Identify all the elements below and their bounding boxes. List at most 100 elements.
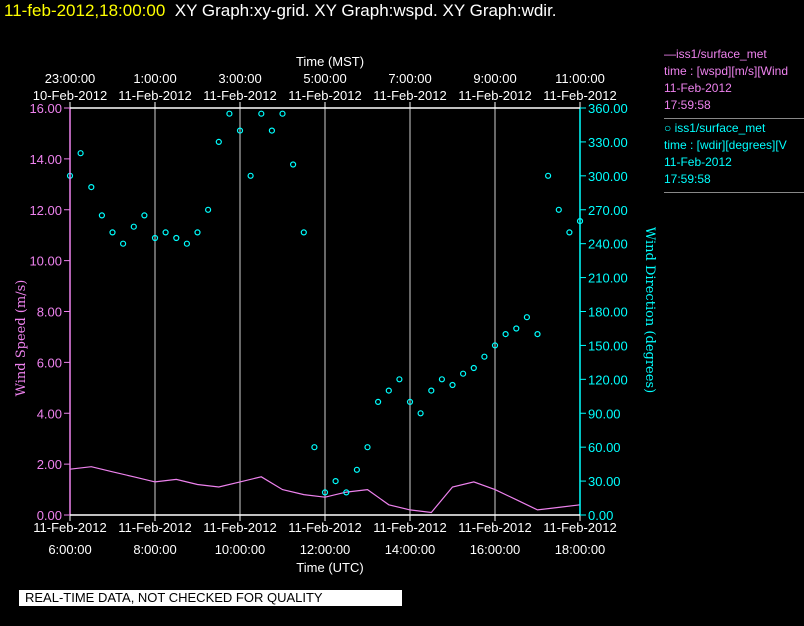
x-top-tick-time: 1:00:00: [133, 71, 176, 86]
wind-direction-point: [141, 212, 148, 219]
y-left-tick-label: 4.00: [37, 406, 62, 421]
x-bottom-axis-label: Time (UTC): [296, 560, 363, 575]
legend-series-time: 17:59:58: [664, 172, 711, 186]
x-top-tick-date: 11-Feb-2012: [288, 88, 361, 103]
y-left-tick-label: 10.00: [29, 254, 62, 269]
wind-direction-point: [544, 172, 552, 179]
wind-direction-point: [555, 206, 562, 213]
wind-direction-point: [481, 353, 488, 360]
wind-direction-point: [258, 110, 265, 117]
legend-series-name: ○ iss1/surface_met: [664, 121, 766, 135]
wind-direction-point: [321, 489, 329, 496]
x-bottom-tick-date: 11-Feb-2012: [288, 520, 361, 535]
y-left-tick-label: 0.00: [37, 508, 62, 523]
y-right-tick-label: 0.00: [588, 508, 613, 523]
x-bottom-tick-date: 11-Feb-2012: [118, 520, 191, 535]
x-bottom-tick-date: 11-Feb-2012: [543, 520, 616, 535]
wind-direction-point: [119, 240, 127, 247]
y-right-tick-label: 240.00: [588, 237, 628, 252]
x-top-tick-date: 11-Feb-2012: [118, 88, 191, 103]
quality-notice: REAL-TIME DATA, NOT CHECKED FOR QUALITY: [19, 590, 402, 606]
x-bottom-tick-date: 11-Feb-2012: [373, 520, 446, 535]
wind-direction-point: [162, 229, 169, 236]
wind-direction-point: [385, 387, 392, 394]
x-bottom-tick-date: 11-Feb-2012: [458, 520, 531, 535]
wind-direction-point: [534, 331, 541, 338]
wind-direction-point: [109, 229, 116, 236]
wind-direction-point: [396, 376, 403, 383]
y-left-tick-label: 6.00: [37, 355, 62, 370]
y-right-tick-label: 90.00: [588, 406, 621, 421]
y-right-tick-label: 180.00: [588, 305, 628, 320]
wind-direction-point: [428, 387, 435, 394]
wind-direction-point: [566, 229, 573, 236]
x-bottom-tick-date: 11-Feb-2012: [203, 520, 276, 535]
header-timestamp: 11-feb-2012,18:00:00: [4, 1, 166, 20]
x-bottom-tick-time: 10:00:00: [215, 542, 266, 557]
wind-direction-point: [236, 127, 244, 134]
wind-direction-point: [449, 381, 456, 389]
wind-direction-point: [205, 206, 212, 213]
y-left-tick-label: 2.00: [37, 457, 62, 472]
x-top-tick-time: 11:00:00: [555, 71, 605, 86]
x-top-tick-date: 11-Feb-2012: [373, 88, 446, 103]
wind-direction-point: [268, 127, 275, 134]
x-bottom-tick-time: 8:00:00: [133, 542, 176, 557]
graph-header: 11-feb-2012,18:00:00 XY Graph:xy-grid. X…: [4, 1, 557, 21]
legend-series-field: time : [wspd][m/s][Wind: [664, 64, 789, 78]
y-right-tick-label: 120.00: [588, 372, 628, 387]
legend: —iss1/surface_met time : [wspd][m/s][Win…: [664, 46, 804, 196]
x-top-tick-date: 10-Feb-2012: [33, 88, 107, 103]
wind-direction-point: [88, 184, 95, 191]
y-left-axis-label: Wind Speed (m/s): [14, 280, 29, 397]
y-left-tick-label: 12.00: [29, 203, 62, 218]
legend-entry-wind-direction: ○ iss1/surface_met time : [wdir][degrees…: [664, 120, 804, 193]
wind-direction-point: [332, 478, 339, 485]
wind-direction-point: [311, 444, 318, 451]
legend-entry-wind-speed: —iss1/surface_met time : [wspd][m/s][Win…: [664, 46, 804, 119]
y-right-tick-label: 210.00: [588, 271, 628, 286]
wind-direction-point: [98, 212, 106, 219]
wind-direction-point: [343, 489, 350, 496]
wind-direction-point: [375, 398, 382, 405]
wind-direction-point: [513, 325, 520, 332]
wind-direction-point: [194, 229, 201, 236]
y-left-tick-label: 8.00: [37, 305, 62, 320]
grid-lines: [154, 108, 496, 515]
axes: 11-Feb-2012 6:00:00 11-Feb-2012 8:00:00 11-F…: [29, 71, 627, 557]
wind-direction-point: [438, 376, 445, 383]
wind-direction-point: [215, 138, 222, 145]
y-right-tick-label: 270.00: [588, 203, 628, 218]
y-right-tick-label: 150.00: [588, 338, 628, 353]
wind-direction-point: [523, 314, 531, 321]
wind-direction-point: [226, 110, 233, 117]
wind-speed-series: [69, 466, 581, 514]
wind-direction-point: [491, 342, 499, 349]
y-right-tick-label: 60.00: [588, 440, 621, 455]
x-bottom-tick-time: 14:00:00: [385, 542, 436, 557]
wind-direction-point: [502, 331, 509, 338]
header-graph-titles: XY Graph:xy-grid. XY Graph:wspd. XY Grap…: [174, 1, 557, 20]
x-bottom-tick-time: 12:00:00: [300, 542, 351, 557]
wind-direction-point: [470, 364, 477, 372]
wind-direction-point: [173, 234, 180, 242]
x-top-tick-date: 11-Feb-2012: [543, 88, 616, 103]
legend-series-date: 11-Feb-2012: [664, 155, 732, 169]
y-left-tick-label: 16.00: [29, 101, 62, 116]
wind-direction-point: [130, 223, 137, 230]
y-right-tick-label: 330.00: [588, 135, 628, 150]
wind-direction-point: [406, 398, 414, 405]
wind-direction-point: [417, 410, 424, 417]
x-bottom-tick-time: 18:00:00: [555, 542, 606, 557]
x-bottom-tick-time: 16:00:00: [470, 542, 521, 557]
wind-direction-point: [300, 229, 307, 236]
x-top-axis-label: Time (MST): [296, 54, 364, 69]
legend-series-date: 11-Feb-2012: [664, 81, 732, 95]
x-top-tick-time: 9:00:00: [473, 71, 516, 86]
x-top-tick-time: 3:00:00: [218, 71, 261, 86]
wind-direction-point: [77, 150, 84, 157]
x-top-tick-time: 23:00:00: [45, 71, 96, 86]
wind-direction-point: [151, 234, 159, 242]
wind-direction-point: [364, 444, 371, 451]
